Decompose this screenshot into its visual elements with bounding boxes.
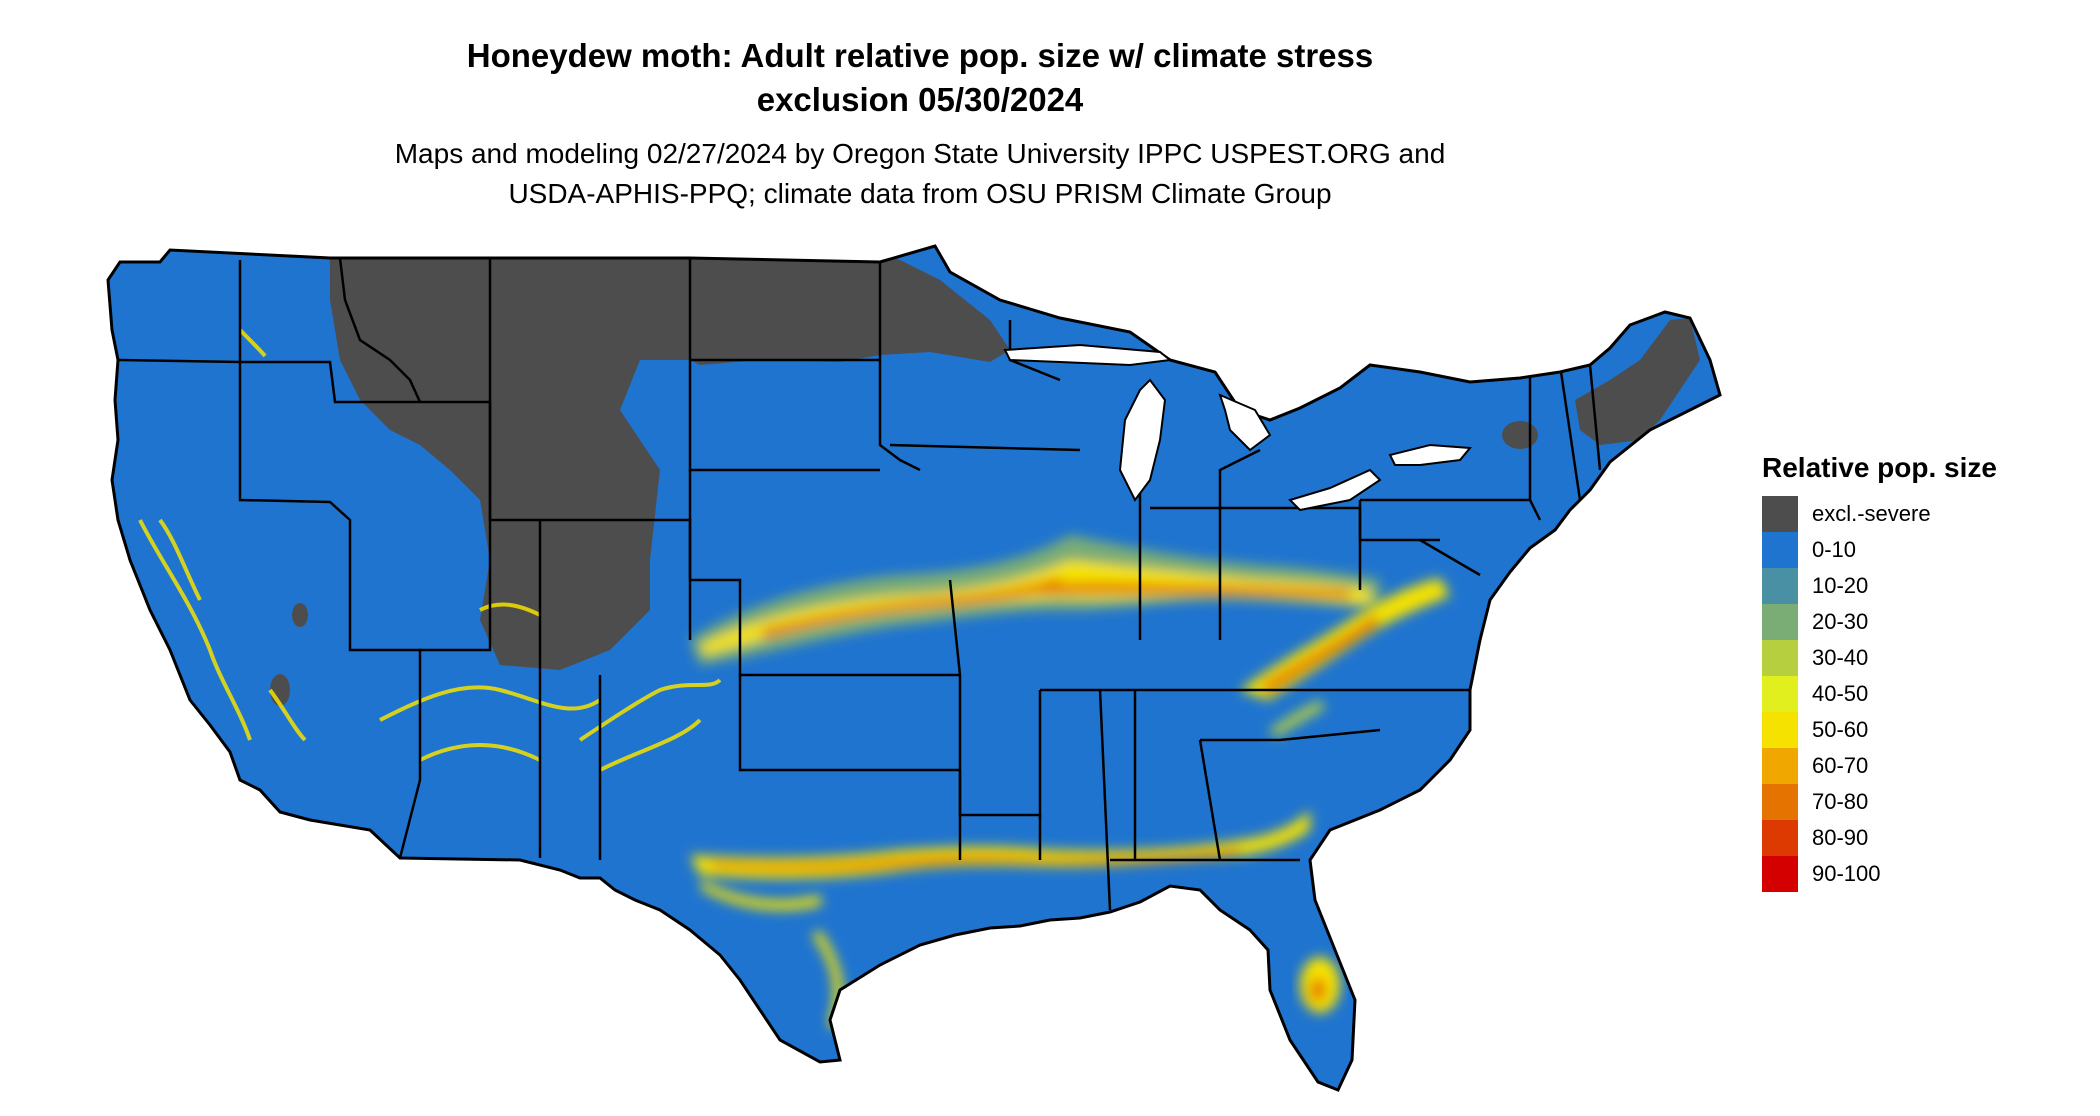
legend-label: excl.-severe: [1812, 501, 1931, 526]
legend-label: 10-20: [1812, 573, 1869, 598]
legend-swatch: [1762, 784, 1798, 820]
legend-item-20-30: 20-30: [1762, 604, 2082, 640]
legend-label: 50-60: [1812, 717, 1869, 742]
legend-item-10-20: 10-20: [1762, 568, 2082, 604]
legend-swatch: [1762, 676, 1798, 712]
legend-swatch: [1762, 856, 1798, 892]
legend-item-50-60: 50-60: [1762, 712, 2082, 748]
legend-label: 0-10: [1812, 537, 1857, 562]
state-borders: [117, 257, 1602, 911]
legend-label: 60-70: [1812, 753, 1869, 778]
legend-item-90-100: 90-100: [1762, 856, 2082, 892]
map-subtitle: Maps and modeling 02/27/2024 by Oregon S…: [300, 134, 1540, 214]
map-fill-layer: [108, 246, 1720, 1090]
legend-label: 30-40: [1812, 645, 1869, 670]
legend-item-60-70: 60-70: [1762, 748, 2082, 784]
great-lakes: [1003, 343, 1473, 512]
legend-label: 20-30: [1812, 609, 1869, 634]
central-band: [690, 535, 1380, 665]
legend-item-40-50: 40-50: [1762, 676, 2082, 712]
legend-label: 90-100: [1812, 861, 1881, 886]
legend-title: Relative pop. size: [1762, 452, 1997, 483]
legend-item-excl-severe: excl.-severe: [1762, 496, 2082, 532]
legend-item-70-80: 70-80: [1762, 784, 2082, 820]
legend-label: 40-50: [1812, 681, 1869, 706]
western-mountain-bands: [138, 328, 722, 772]
legend-swatch: [1762, 640, 1798, 676]
legend-item-0-10: 0-10: [1762, 532, 2082, 568]
florida-band: [1300, 957, 1340, 1013]
legend-label: 70-80: [1812, 789, 1869, 814]
legend-swatch: [1762, 568, 1798, 604]
legend-swatch: [1762, 748, 1798, 784]
appalachian-band: [1240, 578, 1450, 738]
legend-swatch: [1762, 820, 1798, 856]
legend-swatch: [1762, 496, 1798, 532]
legend-item-80-90: 80-90: [1762, 820, 2082, 856]
subtitle-line-1: Maps and modeling 02/27/2024 by Oregon S…: [394, 138, 1446, 169]
subtitle-line-2: USDA-APHIS-PPQ; climate data from OSU PR…: [508, 178, 1332, 209]
legend-swatch: [1762, 604, 1798, 640]
legend-item-30-40: 30-40: [1762, 640, 2082, 676]
legend: Relative pop. size excl.-severe 0-10 10-…: [1762, 450, 2082, 892]
legend-label: 80-90: [1812, 825, 1869, 850]
legend-swatch: [1762, 712, 1798, 748]
map-title: Honeydew moth: Adult relative pop. size …: [300, 34, 1540, 122]
title-line-2: exclusion 05/30/2024: [756, 81, 1084, 118]
legend-items: excl.-severe 0-10 10-20 20-30 30-40 40-5…: [1762, 496, 2082, 892]
title-line-1: Honeydew moth: Adult relative pop. size …: [466, 37, 1374, 74]
legend-swatch: [1762, 532, 1798, 568]
